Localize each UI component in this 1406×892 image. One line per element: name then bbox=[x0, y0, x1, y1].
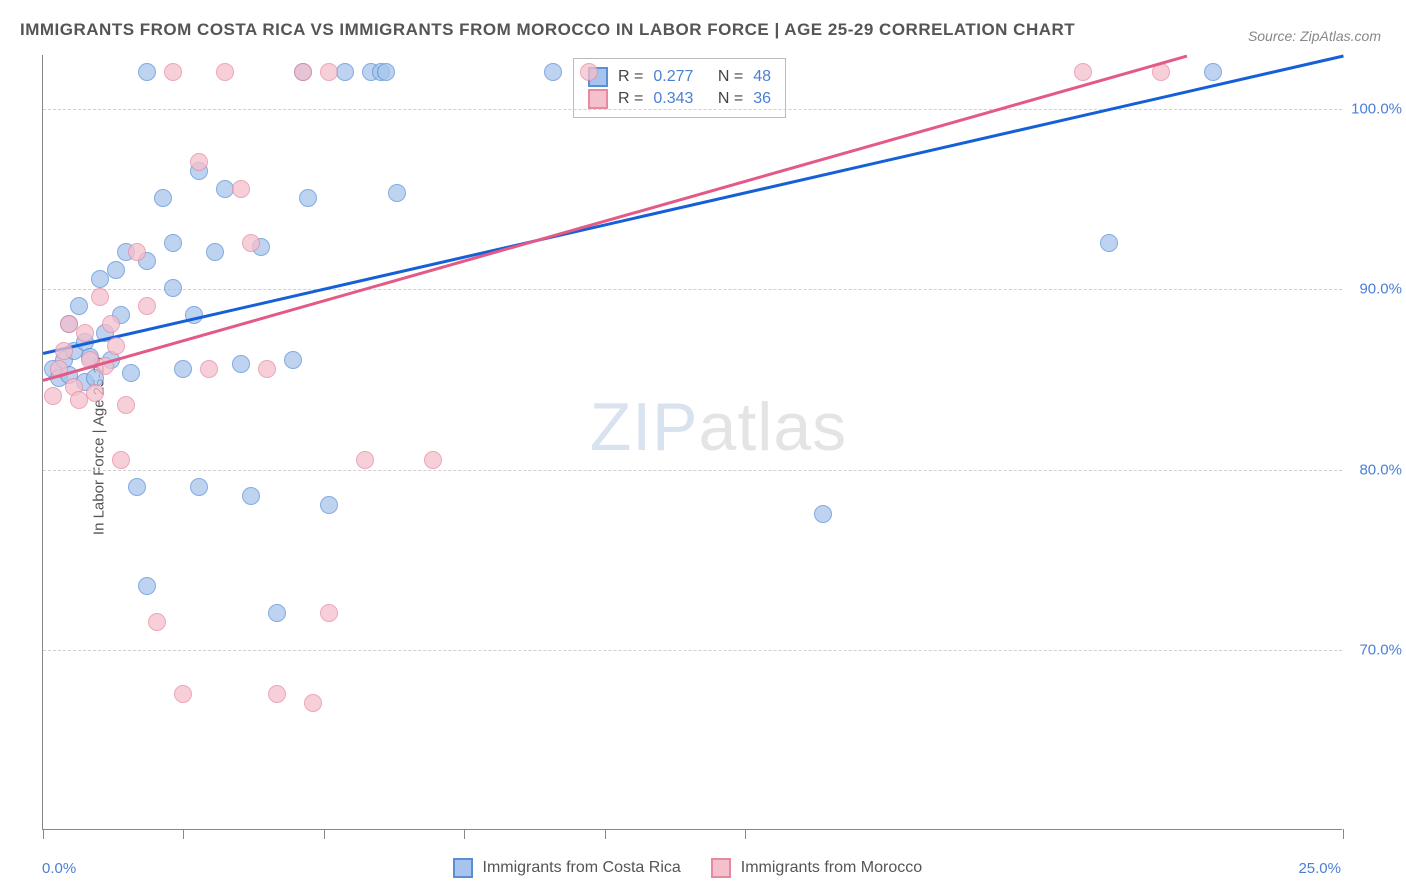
x-axis-max-label: 25.0% bbox=[1298, 860, 1341, 877]
point-costa-rica bbox=[284, 351, 302, 369]
point-morocco bbox=[174, 685, 192, 703]
point-costa-rica bbox=[206, 243, 224, 261]
point-costa-rica bbox=[388, 184, 406, 202]
point-morocco bbox=[258, 360, 276, 378]
point-costa-rica bbox=[1204, 63, 1222, 81]
point-costa-rica bbox=[377, 63, 395, 81]
y-tick-label: 70.0% bbox=[1347, 641, 1402, 658]
point-costa-rica bbox=[336, 63, 354, 81]
gridline bbox=[43, 650, 1342, 651]
point-morocco bbox=[44, 387, 62, 405]
point-morocco bbox=[190, 153, 208, 171]
point-costa-rica bbox=[1100, 234, 1118, 252]
point-morocco bbox=[580, 63, 598, 81]
point-morocco bbox=[128, 243, 146, 261]
point-morocco bbox=[320, 604, 338, 622]
x-tick bbox=[43, 829, 44, 839]
x-tick bbox=[464, 829, 465, 839]
point-morocco bbox=[356, 451, 374, 469]
y-tick-label: 90.0% bbox=[1347, 281, 1402, 298]
point-morocco bbox=[200, 360, 218, 378]
legend-item-costa-rica: Immigrants from Costa Rica bbox=[453, 858, 681, 878]
point-morocco bbox=[148, 613, 166, 631]
stats-row-morocco: R = 0.343 N = 36 bbox=[588, 89, 771, 109]
chart-title: IMMIGRANTS FROM COSTA RICA VS IMMIGRANTS… bbox=[20, 20, 1075, 40]
swatch-morocco bbox=[588, 89, 608, 109]
x-tick bbox=[183, 829, 184, 839]
point-morocco bbox=[242, 234, 260, 252]
point-costa-rica bbox=[544, 63, 562, 81]
point-costa-rica bbox=[154, 189, 172, 207]
point-morocco bbox=[424, 451, 442, 469]
point-costa-rica bbox=[814, 505, 832, 523]
point-morocco bbox=[1074, 63, 1092, 81]
point-morocco bbox=[112, 451, 130, 469]
point-morocco bbox=[320, 63, 338, 81]
point-morocco bbox=[216, 63, 234, 81]
source-attribution: Source: ZipAtlas.com bbox=[1248, 28, 1381, 44]
point-costa-rica bbox=[70, 297, 88, 315]
swatch-morocco-footer bbox=[711, 858, 731, 878]
gridline bbox=[43, 109, 1342, 110]
point-morocco bbox=[86, 384, 104, 402]
stats-row-costa-rica: R = 0.277 N = 48 bbox=[588, 67, 771, 87]
gridline bbox=[43, 470, 1342, 471]
point-morocco bbox=[76, 324, 94, 342]
point-costa-rica bbox=[138, 63, 156, 81]
watermark: ZIPatlas bbox=[590, 388, 847, 466]
y-tick-label: 80.0% bbox=[1347, 461, 1402, 478]
point-costa-rica bbox=[190, 478, 208, 496]
y-tick-label: 100.0% bbox=[1347, 101, 1402, 118]
x-tick bbox=[605, 829, 606, 839]
point-costa-rica bbox=[299, 189, 317, 207]
point-morocco bbox=[138, 297, 156, 315]
point-costa-rica bbox=[164, 279, 182, 297]
point-morocco bbox=[268, 685, 286, 703]
point-costa-rica bbox=[232, 355, 250, 373]
point-costa-rica bbox=[164, 234, 182, 252]
point-morocco bbox=[91, 288, 109, 306]
point-costa-rica bbox=[128, 478, 146, 496]
legend-item-morocco: Immigrants from Morocco bbox=[711, 858, 922, 878]
x-tick bbox=[324, 829, 325, 839]
point-morocco bbox=[102, 315, 120, 333]
point-costa-rica bbox=[174, 360, 192, 378]
point-costa-rica bbox=[242, 487, 260, 505]
point-morocco bbox=[164, 63, 182, 81]
point-costa-rica bbox=[320, 496, 338, 514]
point-morocco bbox=[294, 63, 312, 81]
swatch-costa-rica-footer bbox=[453, 858, 473, 878]
point-costa-rica bbox=[122, 364, 140, 382]
plot-area: ZIPatlas R = 0.277 N = 48 R = 0.343 N = … bbox=[42, 55, 1342, 830]
point-morocco bbox=[232, 180, 250, 198]
x-tick bbox=[745, 829, 746, 839]
x-tick bbox=[1343, 829, 1344, 839]
point-costa-rica bbox=[107, 261, 125, 279]
point-morocco bbox=[117, 396, 135, 414]
x-axis-min-label: 0.0% bbox=[42, 860, 76, 877]
point-morocco bbox=[107, 337, 125, 355]
point-morocco bbox=[304, 694, 322, 712]
point-morocco bbox=[55, 342, 73, 360]
point-costa-rica bbox=[138, 577, 156, 595]
point-costa-rica bbox=[268, 604, 286, 622]
footer-legend: 0.0% Immigrants from Costa Rica Immigran… bbox=[0, 858, 1406, 878]
gridline bbox=[43, 289, 1342, 290]
